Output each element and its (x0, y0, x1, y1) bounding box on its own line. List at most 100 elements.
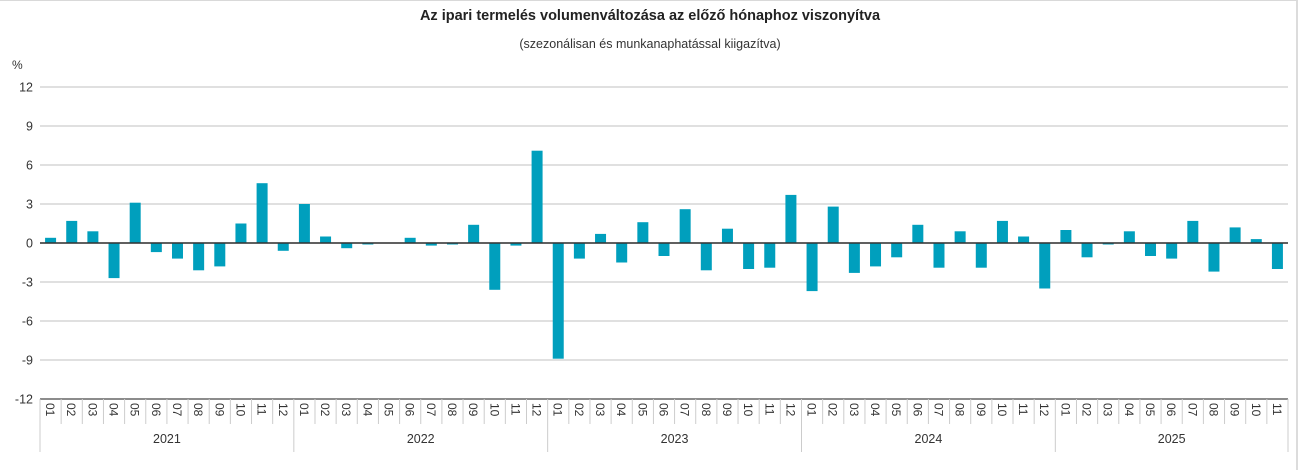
month-tick-label: 12 (276, 403, 290, 417)
month-tick-label: 06 (1164, 403, 1178, 417)
bar-2023-10 (743, 243, 755, 269)
month-tick-label: 12 (1037, 403, 1051, 417)
month-tick-label: 03 (339, 403, 353, 417)
bar-2024-04 (870, 243, 882, 267)
bar-2021-08 (193, 243, 205, 271)
month-tick-label: 04 (1122, 403, 1136, 417)
bar-2022-09 (468, 224, 480, 243)
month-tick-label: 08 (191, 403, 205, 417)
month-tick-label: 03 (1101, 403, 1115, 417)
month-tick-label: 11 (255, 403, 269, 416)
bar-2022-11 (510, 243, 522, 246)
month-tick-label: 04 (614, 403, 628, 417)
bar-2025-11 (1271, 243, 1283, 269)
month-tick-label: 06 (149, 403, 163, 417)
month-tick-label: 03 (85, 403, 99, 417)
month-tick-label: 10 (233, 403, 247, 417)
bar-2023-05 (637, 222, 649, 243)
bar-2022-02 (320, 236, 332, 243)
month-tick-label: 06 (403, 403, 417, 417)
month-tick-label: 01 (297, 403, 311, 417)
bar-2024-02 (827, 206, 839, 243)
y-tick-label: 0 (26, 237, 33, 251)
bar-2025-07 (1187, 220, 1199, 243)
bar-2023-12 (785, 194, 797, 243)
bar-2021-02 (66, 220, 78, 243)
month-tick-label: 05 (1143, 403, 1157, 417)
month-tick-label: 03 (593, 403, 607, 417)
month-tick-label: 11 (1270, 403, 1284, 416)
bar-2022-12 (531, 150, 543, 243)
year-label-2022: 2022 (407, 432, 435, 446)
month-tick-label: 01 (805, 403, 819, 417)
chart-subtitle: (szezonálisan és munkanaphatással kiigaz… (519, 37, 781, 51)
bar-2024-11 (1018, 236, 1030, 243)
month-tick-label: 04 (107, 403, 121, 417)
bar-2021-04 (108, 243, 120, 279)
bar-2022-03 (341, 243, 353, 249)
bar-2023-07 (679, 209, 691, 243)
bar-2025-08 (1208, 243, 1220, 272)
bar-2021-11 (256, 183, 268, 243)
month-tick-label: 08 (445, 403, 459, 417)
month-tick-label: 12 (530, 403, 544, 417)
bar-2023-04 (616, 243, 628, 263)
month-tick-label: 01 (1058, 403, 1072, 417)
bar-2024-09 (975, 243, 987, 268)
month-tick-label: 01 (43, 403, 57, 417)
bar-2025-02 (1081, 243, 1093, 258)
month-tick-label: 05 (382, 403, 396, 417)
month-tick-label: 12 (783, 403, 797, 417)
bar-2025-10 (1250, 239, 1262, 243)
year-label-2023: 2023 (661, 432, 689, 446)
bar-2024-12 (1039, 243, 1051, 289)
month-tick-label: 06 (910, 403, 924, 417)
bar-2022-07 (425, 243, 437, 246)
bar-2022-01 (298, 204, 310, 243)
bar-2023-03 (595, 233, 607, 243)
month-tick-label: 01 (551, 403, 565, 417)
bar-2023-09 (721, 228, 733, 243)
month-tick-label: 02 (572, 403, 586, 417)
chart-title: Az ipari termelés volumenváltozása az el… (419, 8, 881, 24)
month-tick-label: 08 (699, 403, 713, 417)
bar-2023-11 (764, 243, 776, 268)
bar-2024-07 (933, 243, 945, 268)
month-tick-label: 07 (170, 403, 184, 417)
bar-2021-07 (171, 243, 183, 259)
bar-2023-02 (573, 243, 585, 259)
bar-2021-06 (150, 243, 162, 253)
bar-2025-06 (1166, 243, 1178, 259)
month-tick-label: 10 (741, 403, 755, 417)
month-tick-label: 09 (720, 403, 734, 417)
y-tick-label: -6 (22, 315, 33, 329)
bar-2021-12 (277, 243, 289, 251)
bar-2021-05 (129, 202, 141, 243)
bar-2024-10 (996, 220, 1008, 243)
month-tick-label: 09 (212, 403, 226, 417)
year-label-2025: 2025 (1158, 432, 1186, 446)
month-tick-label: 06 (657, 403, 671, 417)
y-tick-label: 9 (26, 120, 33, 134)
month-tick-label: 07 (931, 403, 945, 417)
month-tick-label: 05 (635, 403, 649, 417)
month-tick-label: 09 (1228, 403, 1242, 417)
month-tick-label: 07 (1185, 403, 1199, 417)
bar-2025-04 (1123, 231, 1135, 243)
month-tick-label: 02 (64, 403, 78, 417)
month-tick-label: 03 (847, 403, 861, 417)
bar-2024-03 (848, 243, 860, 273)
month-tick-label: 05 (128, 403, 142, 417)
bar-2021-01 (45, 237, 57, 243)
y-tick-label: 12 (19, 81, 33, 95)
bar-series (45, 150, 1283, 359)
month-tick-label: 08 (1206, 403, 1220, 417)
bar-2021-10 (235, 223, 247, 243)
month-tick-label: 02 (1080, 403, 1094, 417)
gridlines (40, 86, 1288, 361)
bar-2024-08 (954, 231, 966, 243)
year-label-2021: 2021 (153, 432, 181, 446)
bar-2024-05 (891, 243, 903, 258)
